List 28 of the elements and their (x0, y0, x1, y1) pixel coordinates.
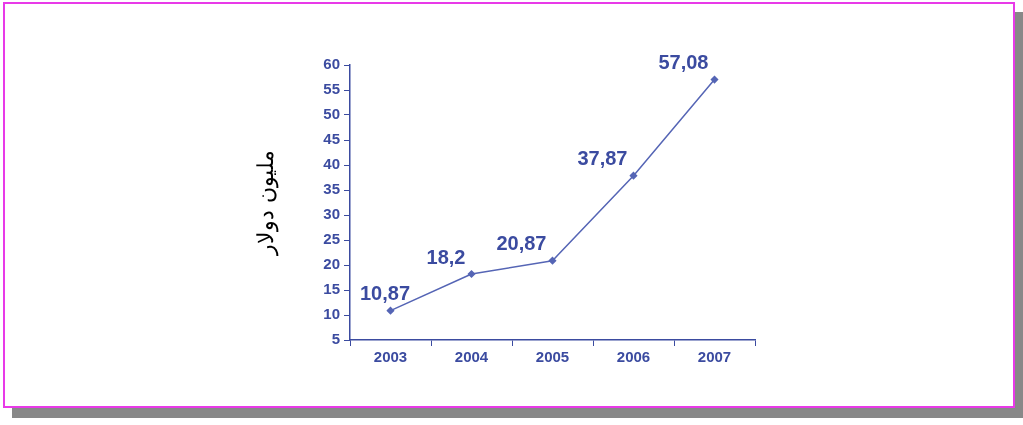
x-tick-label: 2003 (373, 348, 408, 366)
y-tick-label: 15 (323, 280, 340, 298)
data-label: 10,87 (359, 282, 411, 305)
y-tick-label: 55 (323, 80, 340, 98)
y-tick-label: 40 (323, 155, 340, 173)
y-tick-label: 60 (323, 55, 340, 73)
y-tick-label: 10 (323, 305, 340, 323)
point (386, 306, 395, 315)
y-tick-label: 50 (323, 105, 340, 123)
x-tick-label: 2004 (454, 348, 489, 366)
point (467, 270, 476, 278)
x-tick-label: 2005 (535, 348, 570, 366)
point (629, 171, 638, 180)
y-tick-label: 25 (323, 230, 340, 248)
data-label: 18,2 (426, 245, 466, 268)
y-tick-label: 30 (323, 205, 340, 223)
x-tick-label: 2006 (616, 348, 651, 366)
data-label: 57,08 (658, 51, 709, 74)
y-tick-label: 35 (323, 180, 340, 198)
y-axis-title: مليون دولار (252, 150, 279, 256)
y-tick-label: 5 (331, 330, 340, 348)
y-tick-label: 20 (323, 255, 340, 273)
x-tick-label: 2007 (697, 348, 732, 366)
point (710, 75, 719, 84)
y-tick-label: 45 (323, 130, 340, 148)
data-label: 20,87 (496, 232, 547, 255)
point (548, 256, 557, 265)
data-label: 37,87 (577, 147, 628, 170)
